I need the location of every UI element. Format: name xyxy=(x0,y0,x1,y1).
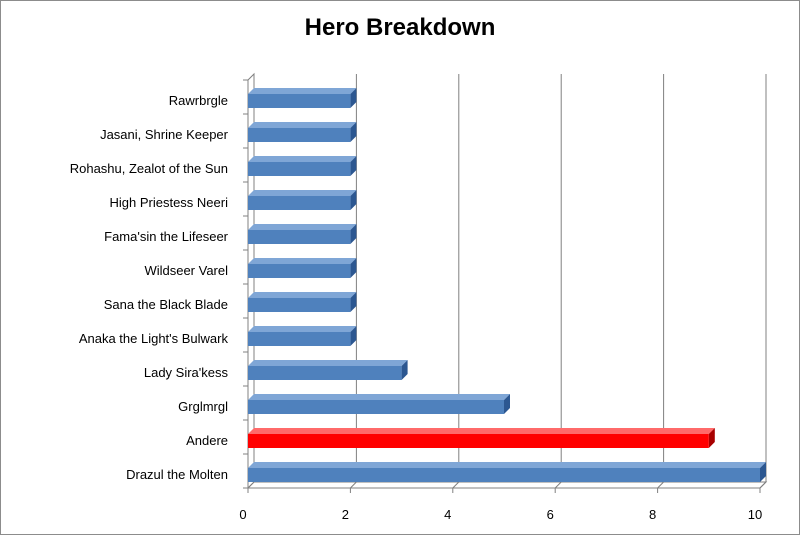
category-label: Andere xyxy=(186,433,228,448)
floor-gridline xyxy=(350,481,357,489)
category-label: Jasani, Shrine Keeper xyxy=(100,127,229,142)
x-tick-label: 2 xyxy=(342,507,349,522)
category-label: Rawrbrgle xyxy=(169,93,228,108)
x-tick-label: 8 xyxy=(649,507,656,522)
category-label: Fama'sin the Lifeseer xyxy=(104,229,229,244)
category-label: Anaka the Light's Bulwark xyxy=(79,331,229,346)
bar-wildseer-varel xyxy=(248,258,357,278)
category-label: Sana the Black Blade xyxy=(104,297,228,312)
category-label: Grglmrgl xyxy=(178,399,228,414)
floor-gridline xyxy=(657,481,664,489)
x-tick-label: 4 xyxy=(444,507,451,522)
bar-rawrbrgle xyxy=(248,88,357,108)
bar-rohashu-zealot-of-the-sun xyxy=(248,156,357,176)
category-label: Lady Sira'kess xyxy=(144,365,229,380)
x-tick-label: 10 xyxy=(748,507,762,522)
bar-grglmrgl xyxy=(248,394,510,414)
bar-jasani-shrine-keeper xyxy=(248,122,357,142)
category-label: Wildseer Varel xyxy=(144,263,228,278)
bar-fama-sin-the-lifeseer xyxy=(248,224,357,244)
bar-anaka-the-light-s-bulwark xyxy=(248,326,357,346)
floor-gridline xyxy=(554,481,562,489)
category-label: Drazul the Molten xyxy=(126,467,228,482)
x-tick-label: 0 xyxy=(239,507,246,522)
category-label: High Priestess Neeri xyxy=(110,195,229,210)
bar-lady-sira-kess xyxy=(248,360,408,380)
bar-high-priestess-neeri xyxy=(248,190,357,210)
floor-gridline xyxy=(452,481,460,489)
bar-andere xyxy=(248,428,715,448)
floor xyxy=(246,481,768,489)
category-label: Rohashu, Zealot of the Sun xyxy=(70,161,228,176)
chart-title: Hero Breakdown xyxy=(304,14,496,41)
bar-sana-the-black-blade xyxy=(248,292,357,312)
bar-drazul-the-molten xyxy=(248,462,766,482)
x-tick-label: 6 xyxy=(547,507,554,522)
